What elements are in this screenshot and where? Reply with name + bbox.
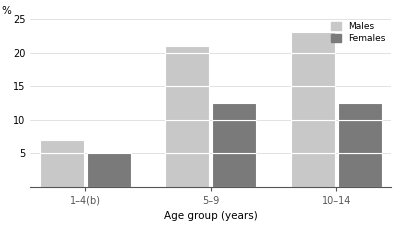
Bar xyxy=(165,46,209,53)
Bar xyxy=(291,153,335,187)
Bar xyxy=(212,120,256,153)
X-axis label: Age group (years): Age group (years) xyxy=(164,211,258,222)
Bar xyxy=(40,153,84,187)
Bar xyxy=(212,103,256,120)
Bar xyxy=(165,120,209,153)
Bar xyxy=(338,120,382,153)
Bar xyxy=(338,153,382,187)
Bar xyxy=(212,153,256,187)
Bar xyxy=(165,86,209,120)
Bar xyxy=(291,86,335,120)
Legend: Males, Females: Males, Females xyxy=(330,20,387,45)
Bar xyxy=(40,140,84,153)
Bar xyxy=(291,32,335,53)
Bar xyxy=(165,153,209,187)
Bar xyxy=(87,153,131,187)
Bar xyxy=(338,103,382,120)
Text: %: % xyxy=(1,6,11,16)
Bar xyxy=(291,53,335,86)
Bar xyxy=(291,120,335,153)
Bar xyxy=(165,53,209,86)
